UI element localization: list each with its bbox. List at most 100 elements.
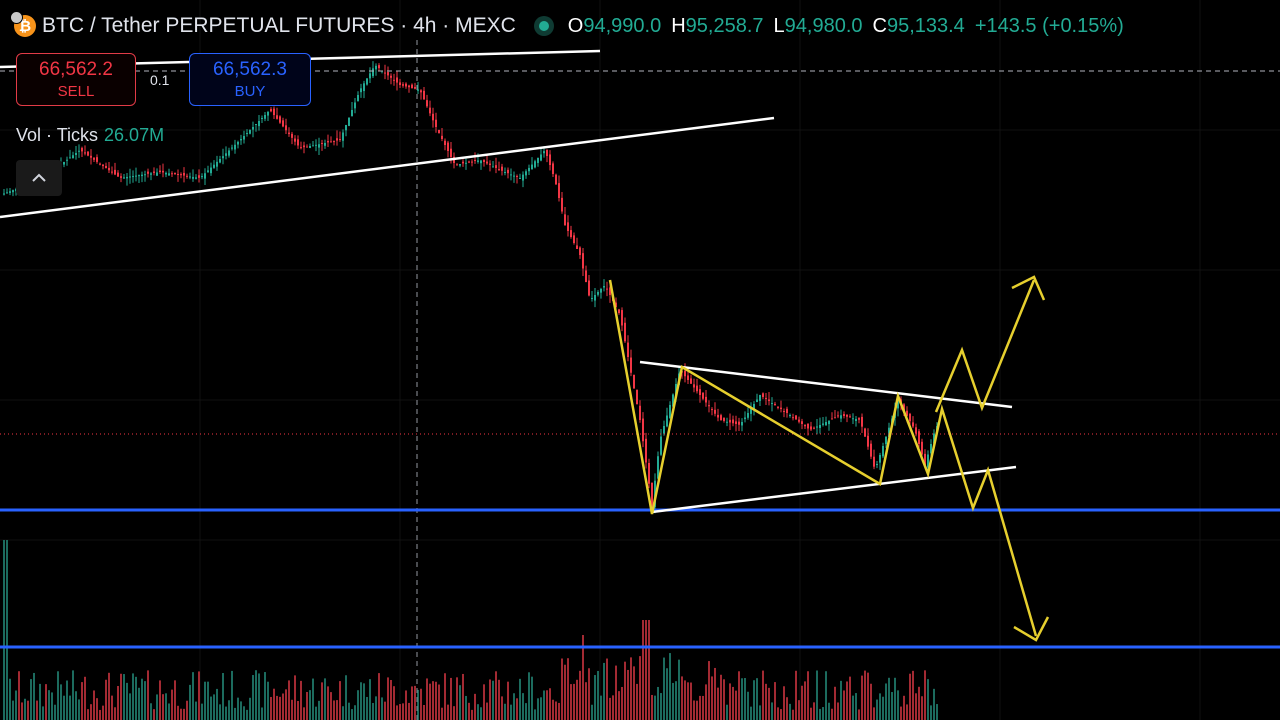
candle-body [75,153,77,155]
volume-bar [156,694,158,720]
volume-bar [354,705,356,720]
candle-body [348,117,350,126]
trendline-channel[interactable] [0,116,775,219]
market-open-dot-icon [533,16,554,36]
candle-body [258,121,260,127]
volume-bar [927,679,929,720]
volume-bar [603,662,605,720]
candle-body [408,85,410,88]
volume-legend[interactable]: Vol · Ticks 26.07M [16,125,164,146]
candle-body [867,435,869,447]
chevron-up-icon[interactable] [16,160,62,196]
volume-bar [39,683,41,720]
candle-body [372,68,374,77]
candle-body [513,175,515,177]
volume-bar [555,701,557,720]
candle-body [759,395,761,401]
volume-bar [474,693,476,720]
candle-body [69,157,71,159]
triangle-lower-line[interactable] [651,465,1017,514]
candle-body [933,433,935,444]
volume-bar [912,670,914,720]
volume-bar [660,693,662,720]
volume-bar [378,673,380,720]
ohlc-high: H95,258.7 [671,14,764,37]
volume-bar [909,673,911,720]
candle-body [345,125,347,131]
volume-bar [438,684,440,720]
volume-bar [696,700,698,720]
volume-bar [744,678,746,720]
volume-bar [126,682,128,720]
candle-body [420,90,422,93]
volume-bar [291,699,293,720]
candle-body [396,77,398,83]
volume-bar [198,671,200,720]
wave-pattern[interactable] [608,279,1038,637]
volume-bar [666,668,668,720]
candle-body [660,436,662,455]
sell-button[interactable]: 66,562.2 SELL [16,53,136,106]
volume-bar [687,682,689,720]
volume-bar [684,680,686,720]
volume-bar [933,688,935,720]
volume-bar [282,693,284,720]
volume-bar [24,698,26,720]
volume-bar [780,709,782,720]
candle-body [822,423,824,425]
candle-body [360,88,362,93]
candle-body [798,419,800,422]
volume-bar [513,693,515,720]
volume-bar [372,702,374,720]
volume-bar [813,702,815,720]
bullish-scenario[interactable] [934,279,1036,413]
symbol-title[interactable]: BTC / Tether PERPETUAL FUTURES · 4h · ME… [42,14,516,37]
bitcoin-icon[interactable]: ₿ [10,11,36,37]
candle-body [813,427,815,429]
candle-body [339,139,341,141]
candle-body [864,428,866,437]
candle-body [228,150,230,156]
candle-body [378,65,380,69]
candle-body [120,176,122,178]
candle-body [645,438,647,463]
volume-bar [606,658,608,720]
candle-body [795,415,797,420]
candle-body [705,396,707,403]
volume-bar [183,708,185,720]
candle-body [141,174,143,177]
volume-bar [834,686,836,720]
buy-button[interactable]: 66,562.3 BUY [189,53,311,106]
candle-body [501,166,503,171]
candle-body [288,132,290,135]
volume-bar [867,672,869,720]
candle-body [204,173,206,179]
candle-body [243,136,245,140]
volume-bar [351,709,353,720]
triangle-upper-line[interactable] [639,360,1013,409]
candle-body [834,417,836,419]
volume-bar [393,686,395,720]
candle-body [402,84,404,86]
candle-body [399,82,401,85]
volume-bar [837,702,839,720]
volume-bar [99,709,101,720]
candle-body [171,173,173,175]
candle-body [222,156,224,159]
volume-bar [588,668,590,720]
volume-bar [48,690,50,720]
volume-bar [825,671,827,720]
volume-bar [342,706,344,720]
volume-bar [702,695,704,720]
candle-body [633,374,635,389]
volume-bar [276,695,278,720]
volume-bar [174,680,176,720]
volume-bar [150,703,152,720]
volume-bar [321,682,323,720]
candle-body [672,394,674,407]
candle-body [489,163,491,165]
candle-body [588,280,590,296]
volume-bar [840,680,842,720]
volume-bar [705,684,707,720]
